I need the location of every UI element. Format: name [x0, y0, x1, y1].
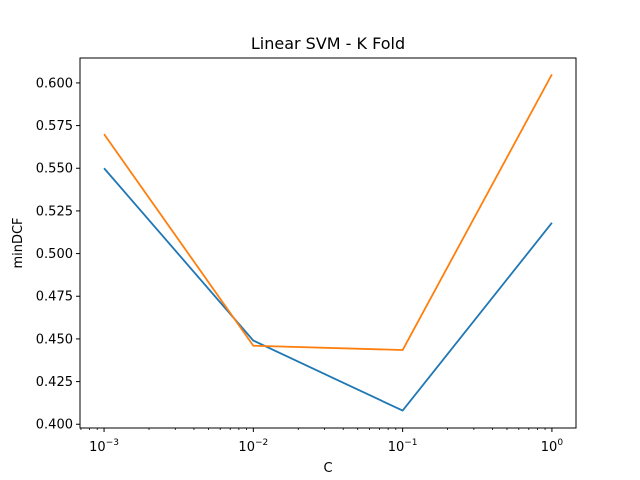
x-tick-base: 10 [541, 440, 558, 455]
y-tick-label: 0.425 [36, 375, 73, 390]
y-tick-label: 0.400 [36, 418, 73, 433]
x-axis: 10−3 10−2 10−1 100 [80, 428, 564, 455]
y-tick-label: 0.575 [36, 119, 73, 134]
x-tick-exponent: −3 [106, 438, 119, 448]
y-tick-label: 0.550 [36, 162, 73, 177]
y-tick-label: 0.500 [36, 247, 73, 262]
x-tick-exponent: −1 [404, 438, 417, 448]
x-tick-base: 10 [388, 440, 405, 455]
plot-frame [79, 57, 577, 429]
x-tick-base: 10 [238, 440, 255, 455]
x-tick-label: 100 [541, 438, 564, 455]
y-tick-label: 0.600 [36, 76, 73, 91]
x-tick-label: 10−1 [388, 438, 418, 455]
series-layer [103, 73, 553, 412]
y-tick-label: 0.475 [36, 290, 73, 305]
x-tick-label: 10−2 [238, 438, 268, 455]
x-tick-base: 10 [89, 440, 106, 455]
x-tick-exponent: 0 [557, 438, 563, 448]
y-axis: 0.400 0.425 0.450 0.475 0.500 0.525 0.550 0.575… [36, 76, 80, 433]
x-tick-label: 10−3 [89, 438, 119, 455]
y-tick-label: 0.525 [36, 204, 73, 219]
x-axis-label: C [323, 461, 332, 476]
series-line-2 [103, 73, 553, 351]
series-line-1 [103, 167, 553, 412]
chart-title: Linear SVM - K Fold [251, 34, 405, 53]
x-tick-exponent: −2 [255, 438, 268, 448]
y-axis-label: minDCF [11, 217, 26, 268]
y-tick-label: 0.450 [36, 332, 73, 347]
